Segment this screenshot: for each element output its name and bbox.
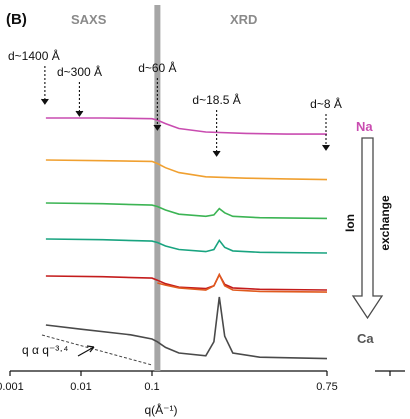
exchange-arrow-shape — [351, 137, 384, 320]
ion-exchange-arrow: Na Ion exchange Ca — [343, 119, 392, 346]
series-line — [45, 202, 328, 220]
panel-label: (B) — [6, 11, 27, 28]
power-law-label: q α q⁻³·⁴ — [22, 343, 68, 357]
series-line — [45, 117, 327, 135]
power-law-arrow — [77, 345, 95, 357]
saxs-region-label: SAXS — [71, 12, 107, 27]
d-spacing-label: d~1400 Å — [8, 48, 60, 63]
series-line — [157, 272, 328, 293]
exchange-text-label: exchange — [378, 195, 392, 251]
power-law-guide — [41, 334, 153, 366]
series-group — [41, 117, 328, 366]
x-axis-title: q(Å⁻¹) — [145, 402, 178, 417]
d-spacing-arrowhead — [75, 110, 84, 117]
d-spacing-arrowhead — [212, 150, 221, 157]
d-spacing-arrowhead — [40, 98, 49, 105]
saxs-xrd-divider — [154, 5, 161, 371]
d-spacing-label: d~60 Å — [138, 60, 176, 75]
d-spacing-label: d~18.5 Å — [192, 92, 240, 107]
x-tick-label: 0.001 — [0, 381, 24, 393]
series-line — [45, 296, 328, 360]
annotation-group: d~1400 Åd~300 Å d~60 Å d~18.5 Å d~8 Å — [8, 48, 342, 157]
xrd-region-label: XRD — [230, 12, 257, 27]
series-line — [45, 272, 328, 291]
x-tick-label: 0.01 — [70, 381, 91, 393]
x-axis: 0.001 0.01 0.1 0.75 — [0, 370, 405, 393]
series-line — [45, 238, 328, 254]
d-spacing-arrowhead — [153, 124, 162, 131]
exchange-start-label: Na — [356, 119, 373, 134]
x-tick-label: 0.1 — [144, 381, 159, 393]
d-spacing-arrowhead — [322, 144, 330, 151]
exchange-ion-label: Ion — [343, 214, 357, 232]
x-tick-label: 0.75 — [316, 381, 337, 393]
d-spacing-label: d~8 Å — [310, 96, 342, 111]
exchange-end-label: Ca — [357, 331, 374, 346]
d-spacing-label: d~300 Å — [57, 64, 102, 79]
region-divider — [154, 5, 161, 371]
series-line — [45, 159, 328, 181]
